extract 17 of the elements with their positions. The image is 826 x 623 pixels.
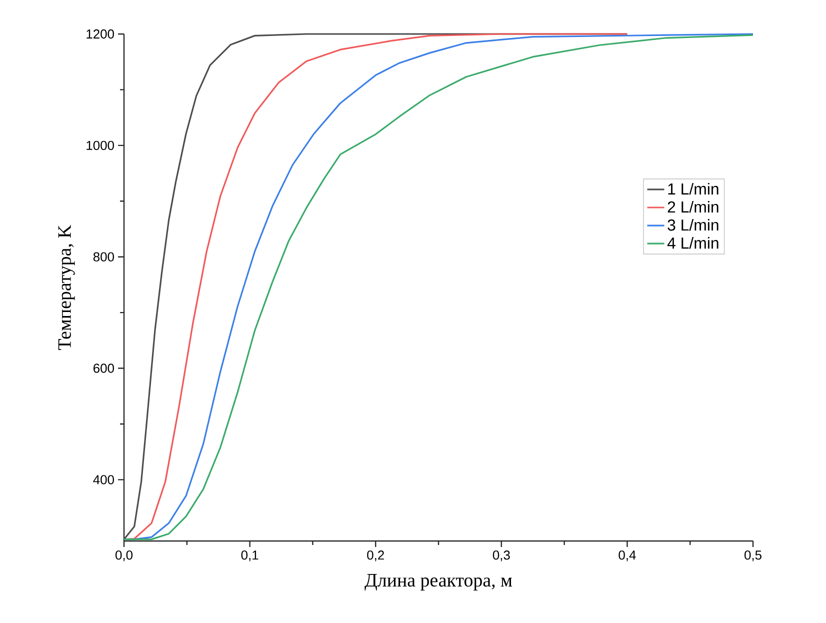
y-tick-label: 600 bbox=[94, 364, 114, 373]
y-tick-label: 400 bbox=[93, 475, 114, 484]
x-axis-title: Длина реактора, м bbox=[364, 574, 512, 590]
x-tick-label: 0,0 bbox=[116, 550, 133, 562]
y-tick-label: 800 bbox=[93, 252, 114, 262]
y-axis-title: Температура, K bbox=[58, 224, 75, 350]
x-tick-label: 0,5 bbox=[744, 550, 762, 562]
y-tick-label: 1200 bbox=[86, 29, 114, 39]
legend-label: 2 L/min bbox=[668, 200, 718, 213]
y-tick-label: 1000 bbox=[86, 140, 114, 150]
x-tick-label: 0,1 bbox=[241, 550, 258, 562]
legend-label: 4 L/min bbox=[667, 237, 718, 249]
x-tick-label: 0,3 bbox=[492, 550, 510, 562]
x-tick-label: 0,2 bbox=[367, 550, 384, 562]
legend-label: 3 L/min bbox=[668, 219, 718, 231]
x-tick-label: 0,4 bbox=[618, 550, 636, 562]
legend-label: 1 L/min bbox=[668, 182, 718, 195]
